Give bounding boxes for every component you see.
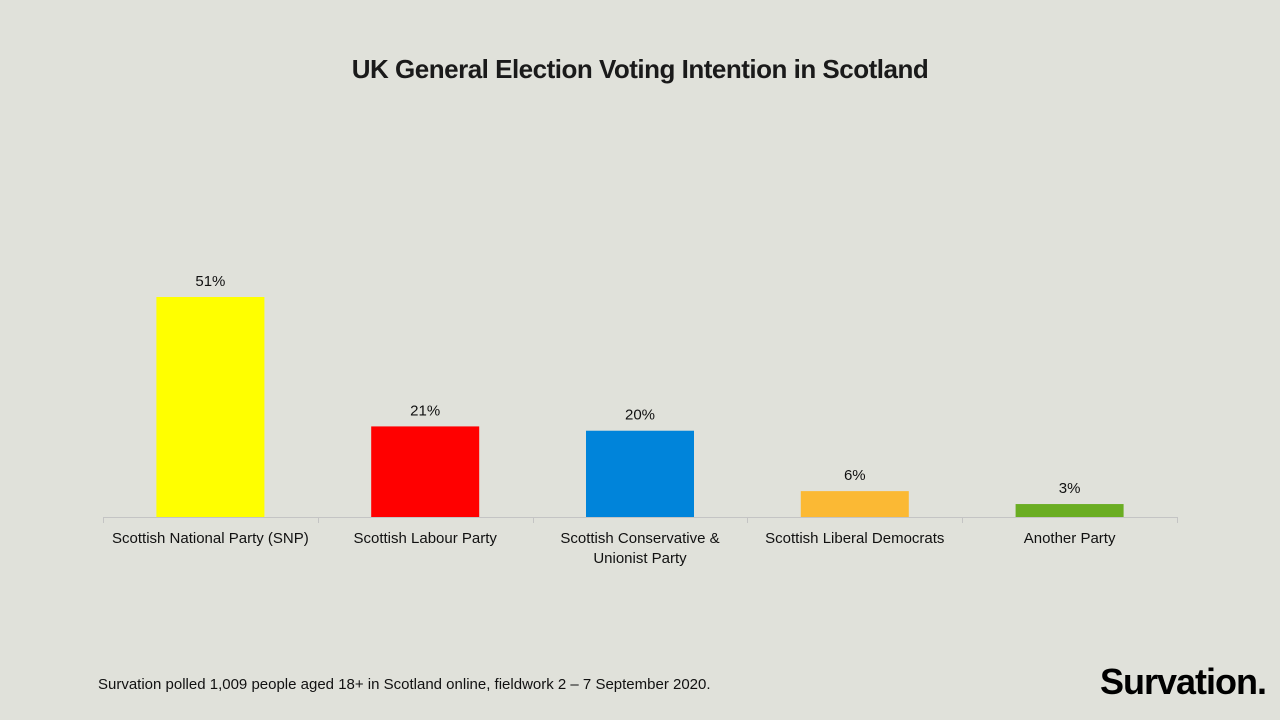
data-label: 3% <box>1059 480 1081 497</box>
bar <box>371 426 480 517</box>
category-label: Scottish Liberal Democrats <box>765 530 944 547</box>
data-label: 20% <box>625 407 655 424</box>
bar <box>156 297 265 517</box>
bar <box>800 491 909 517</box>
chart-title: UK General Election Voting Intention in … <box>351 54 929 84</box>
survation-logo: Survation. <box>1099 661 1267 702</box>
category-label: Scottish Labour Party <box>353 530 497 547</box>
data-label: 21% <box>410 402 440 419</box>
bar <box>1015 504 1124 517</box>
category-label: Scottish National Party (SNP) <box>112 530 309 547</box>
footnote: Survation polled 1,009 people aged 18+ i… <box>98 676 711 693</box>
category-label: Another Party <box>1024 530 1116 547</box>
category-label: Unionist Party <box>593 550 687 567</box>
data-label: 51% <box>195 273 225 290</box>
data-label: 6% <box>844 467 866 484</box>
bar-chart: 51% Scottish National Party (SNP) 21% Scott… <box>103 273 1178 567</box>
category-label: Scottish Conservative & <box>560 530 719 547</box>
bar <box>586 430 694 517</box>
